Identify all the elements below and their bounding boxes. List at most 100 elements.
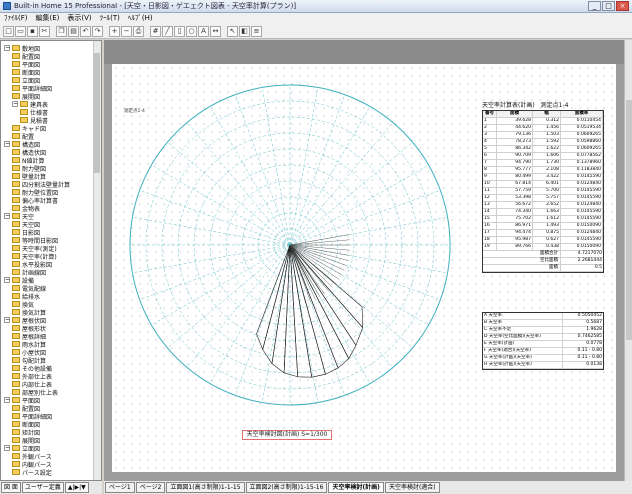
tree-item[interactable]: 配置図 (12, 52, 40, 61)
new-icon[interactable]: □ (3, 25, 14, 37)
tree-item[interactable]: 断面図 (12, 420, 40, 429)
tree-item[interactable]: 天空率(測定) (12, 244, 57, 253)
select-icon[interactable]: ↖ (227, 25, 238, 37)
menu-file[interactable]: ﾌｧｲﾙ(F) (4, 14, 28, 22)
expand-toggle-icon[interactable]: − (4, 396, 11, 403)
tree-item[interactable]: − 構造図 (4, 140, 40, 149)
tree-item[interactable]: − 天空 (4, 212, 34, 221)
zoom-out-icon[interactable]: − (121, 25, 132, 37)
tree-item[interactable]: 偏心率計算書 (12, 196, 58, 205)
tree-item[interactable]: − 立面図 (4, 444, 40, 453)
canvas-scrollbar[interactable] (624, 40, 632, 481)
dimension-icon[interactable]: ↔ (210, 25, 221, 37)
paste-icon[interactable]: ▤ (68, 25, 79, 37)
sheet-tab[interactable]: ページ1 (105, 482, 135, 493)
tree-item[interactable]: 平面詳細図 (12, 84, 52, 93)
expand-toggle-icon[interactable]: − (4, 140, 11, 147)
save-icon[interactable]: ▪ (27, 25, 38, 37)
expand-toggle-icon[interactable]: − (4, 276, 11, 283)
minimize-button[interactable]: _ (588, 1, 601, 11)
tree-item[interactable]: 雨水計算 (12, 340, 46, 349)
tree-item[interactable]: 壁量計算 (12, 172, 46, 181)
text-icon[interactable]: A (198, 25, 209, 37)
tree-item[interactable]: − 建具表 (12, 100, 48, 109)
tree-item[interactable]: 矩計図 (12, 428, 40, 437)
menu-edit[interactable]: 編集(E) (35, 14, 60, 22)
tree-item[interactable]: 内観パース (12, 460, 52, 469)
tree-item[interactable]: 立面図 (12, 76, 40, 85)
tree-item[interactable]: 換気計算 (12, 308, 46, 317)
expand-toggle-icon[interactable]: − (4, 212, 11, 219)
line-icon[interactable]: ╱ (162, 25, 173, 37)
tree-item[interactable]: 断面図 (12, 68, 40, 77)
rect-icon[interactable]: ▯ (174, 25, 185, 37)
tree-scroll-thumb[interactable] (94, 53, 100, 173)
tree-item[interactable]: 平面図 (12, 60, 40, 69)
copy-icon[interactable]: ❐ (56, 25, 67, 37)
tree-item[interactable]: 部屋別仕上表 (12, 388, 58, 397)
expand-toggle-icon[interactable]: − (4, 444, 11, 451)
tree-item[interactable]: 天空率(計算) (12, 252, 57, 261)
sheet-tab[interactable]: 立面図1(高さ制限)1-1-15 (166, 482, 245, 493)
print-icon[interactable]: ⎙ (133, 25, 144, 37)
tree-item[interactable]: 耐力壁位置図 (12, 188, 58, 197)
tree-item[interactable]: 屋根詳細 (12, 332, 46, 341)
menu-view[interactable]: 表示(V) (67, 14, 92, 22)
drawing-canvas[interactable]: 測定点1-4 天空率検討図(計画) S=1/300 天空率計算表(計画) 測定点… (104, 40, 632, 481)
tree-item[interactable]: 外観パース (12, 452, 52, 461)
tree-item[interactable]: 耐力壁図 (12, 164, 46, 173)
tree-item[interactable]: 給排水 (12, 292, 40, 301)
maximize-button[interactable]: □ (602, 1, 615, 11)
tree-item[interactable]: 換気 (12, 300, 34, 309)
close-button[interactable]: × (616, 1, 629, 11)
tab-drawings[interactable]: 図 面 (1, 482, 21, 493)
sheet-tab[interactable]: 天空率検討(適合) (384, 482, 440, 493)
tree-item[interactable]: 日影図 (12, 228, 40, 237)
tree-item[interactable]: − 屋根伏図 (4, 316, 46, 325)
tree-item[interactable]: 小屋伏図 (12, 348, 46, 357)
tree-item[interactable]: − 敷地図 (4, 44, 40, 53)
tree-item[interactable]: N値計算 (12, 156, 45, 165)
tree-item[interactable]: 金物表 (12, 204, 40, 213)
tree-item[interactable]: 展開図 (12, 436, 40, 445)
circle-icon[interactable]: ○ (186, 25, 197, 37)
tree-scrollbar[interactable] (93, 41, 101, 480)
drawing-tree[interactable]: − 敷地図 配置図 平面図 断面図 立面図 平面詳細図 展開図 − 建具表 仕様書 見積書 キャド図 配置… (0, 40, 102, 481)
tree-item[interactable]: 仕様書 (20, 108, 48, 117)
open-icon[interactable]: ▭ (15, 25, 26, 37)
sheet-tab[interactable]: 天空率検討(計画) (328, 482, 384, 493)
cut-icon[interactable]: ✂ (39, 25, 50, 37)
color-icon[interactable]: ◧ (239, 25, 250, 37)
tree-item[interactable]: 四分割法壁量計算 (12, 180, 70, 189)
layer-icon[interactable]: ≡ (251, 25, 262, 37)
tree-item[interactable]: 展開図 (12, 92, 40, 101)
drawing-paper[interactable]: 測定点1-4 天空率検討図(計画) S=1/300 天空率計算表(計画) 測定点… (112, 64, 616, 472)
tree-item[interactable]: 内部仕上表 (12, 380, 52, 389)
tree-item[interactable]: パース設定 (12, 468, 52, 477)
tree-item[interactable]: 勾配計算 (12, 356, 46, 365)
tree-item[interactable]: 平面詳細図 (12, 412, 52, 421)
tree-item[interactable]: 等時間日影図 (12, 236, 58, 245)
tab-nav-arrows[interactable]: ▲|▶|▼ (64, 482, 89, 493)
tree-item[interactable]: 配置図 (12, 404, 40, 413)
tree-item[interactable]: 外部仕上表 (12, 372, 52, 381)
expand-toggle-icon[interactable]: − (4, 316, 11, 323)
canvas-scroll-thumb[interactable] (626, 100, 632, 340)
tab-user-defined[interactable]: ユーザー定義 (21, 482, 64, 493)
tree-item[interactable]: 計画線図 (12, 268, 46, 277)
sheet-tab[interactable]: ページ2 (135, 482, 166, 493)
tree-item[interactable]: 天空図 (12, 220, 40, 229)
tree-item[interactable]: − 平面図 (4, 396, 40, 405)
tree-item[interactable]: − 設備 (4, 276, 34, 285)
tree-item[interactable]: 屋根形状 (12, 324, 46, 333)
grid-icon[interactable]: # (150, 25, 161, 37)
menu-tools[interactable]: ﾂｰﾙ(T) (99, 14, 120, 22)
tree-item[interactable]: 水平投影図 (12, 260, 52, 269)
expand-toggle-icon[interactable]: − (4, 44, 11, 51)
zoom-in-icon[interactable]: + (109, 25, 120, 37)
tree-item[interactable]: 電気配線 (12, 284, 46, 293)
menu-help[interactable]: ﾍﾙﾌﾟ(H) (127, 14, 153, 22)
expand-toggle-icon[interactable]: − (12, 100, 19, 107)
tree-item[interactable]: キャド図 (12, 124, 46, 133)
tree-item[interactable]: 見積書 (20, 116, 48, 125)
